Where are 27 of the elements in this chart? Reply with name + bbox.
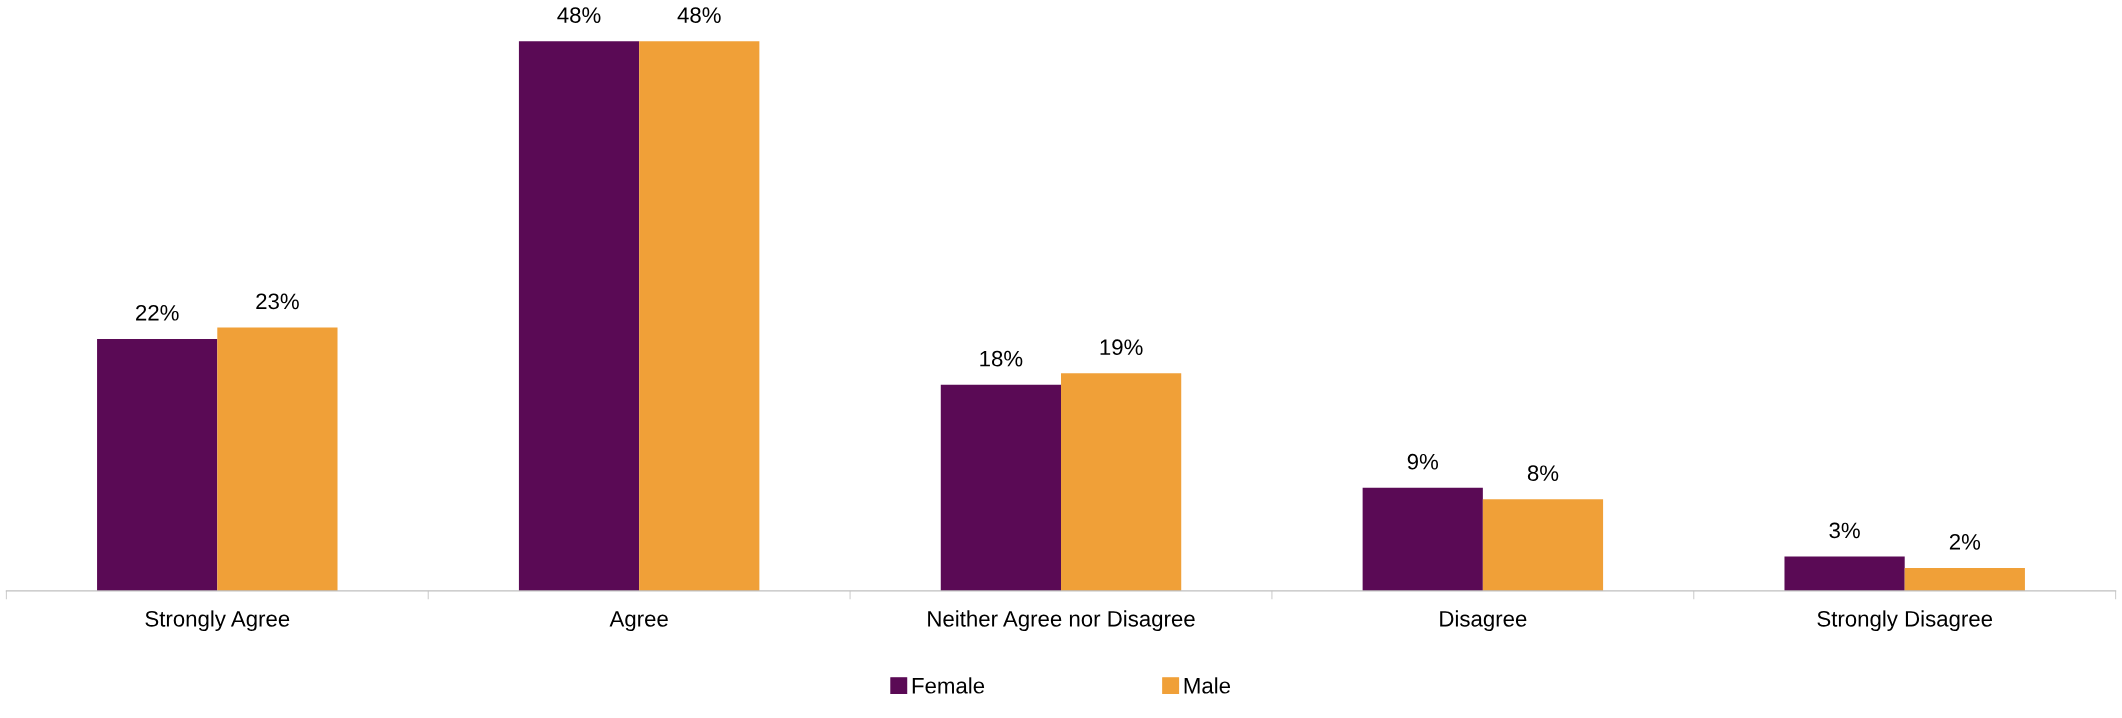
x-tick-label: Strongly Agree: [145, 610, 290, 632]
bar: [1362, 487, 1483, 591]
legend-label: Male: [1184, 677, 1231, 694]
bar: [1784, 556, 1905, 591]
x-tick-label: Agree: [609, 611, 668, 632]
bar: [97, 338, 218, 591]
x-tick-label: Neither Agree nor Disagree: [928, 610, 1195, 632]
data-label: 23%: [256, 293, 299, 310]
bar: [639, 41, 760, 591]
data-label: 22%: [136, 304, 179, 321]
bar: [217, 327, 338, 591]
bar: [1482, 499, 1604, 591]
data-label: 48%: [557, 7, 601, 23]
data-label: 8%: [1527, 465, 1559, 482]
legend-label: Female: [912, 677, 985, 694]
x-tick-label: Disagree: [1440, 610, 1527, 632]
data-label: 19%: [1100, 339, 1143, 356]
x-tick-label: Strongly Disagree: [1817, 610, 1993, 632]
data-label: 18%: [980, 350, 1023, 367]
data-label: 3%: [1829, 522, 1860, 539]
bar: [940, 384, 1061, 591]
data-label: 2%: [1949, 533, 1981, 550]
data-label: 9%: [1407, 453, 1439, 470]
bar: [1904, 568, 2025, 591]
bar: [1061, 373, 1182, 591]
data-label: 48%: [677, 7, 721, 23]
bar: [518, 41, 640, 591]
